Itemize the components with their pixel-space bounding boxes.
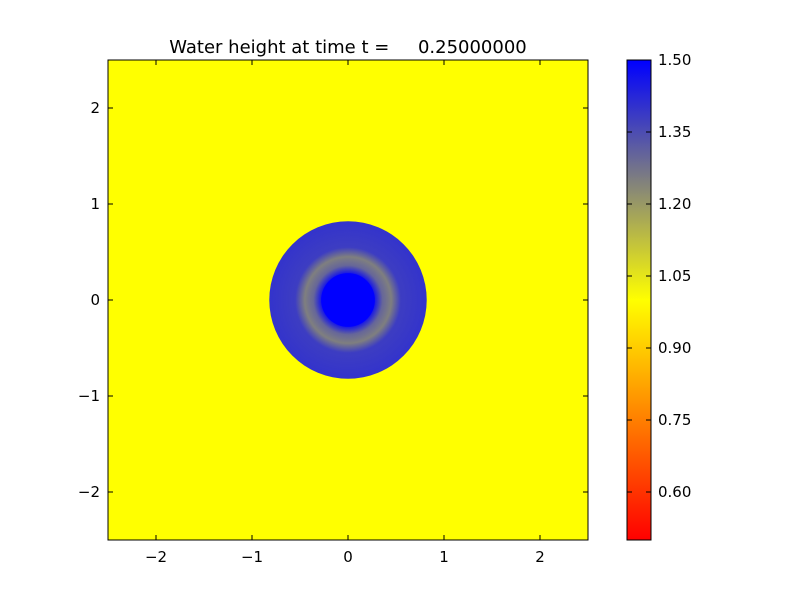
colorbar-tick-label: 1.35 xyxy=(658,123,691,141)
colorbar-tick-label: 1.20 xyxy=(658,195,691,213)
colorbar-tick-label: 0.60 xyxy=(658,483,691,501)
colorbar-tick-label: 0.90 xyxy=(658,339,691,357)
colorbar-ticks: 0.60 0.75 0.90 1.05 1.20 1.35 1.50 xyxy=(627,51,691,501)
y-tick-label: 2 xyxy=(90,99,100,117)
water-peak-disk xyxy=(321,273,375,327)
y-tick-label: 1 xyxy=(90,195,100,213)
x-axis: −2 −1 0 1 2 xyxy=(145,60,545,566)
colorbar-gradient xyxy=(626,59,652,541)
chart-title: Water height at time t = 0.25000000 xyxy=(169,37,527,58)
x-tick-label: −2 xyxy=(145,548,167,566)
colorbar: 0.60 0.75 0.90 1.05 1.20 1.35 1.50 xyxy=(626,51,691,541)
plot-area xyxy=(107,59,589,541)
y-tick-label: 0 xyxy=(90,291,100,309)
x-tick-label: 2 xyxy=(535,548,545,566)
colorbar-tick-label: 1.05 xyxy=(658,267,691,285)
x-tick-label: 0 xyxy=(343,548,353,566)
colorbar-tick-label: 1.50 xyxy=(658,51,691,69)
y-tick-label: −1 xyxy=(78,387,100,405)
x-tick-label: −1 xyxy=(241,548,263,566)
y-axis: −2 −1 0 1 2 xyxy=(78,99,588,501)
x-tick-label: 1 xyxy=(439,548,449,566)
y-tick-label: −2 xyxy=(78,483,100,501)
colorbar-tick-label: 0.75 xyxy=(658,411,691,429)
